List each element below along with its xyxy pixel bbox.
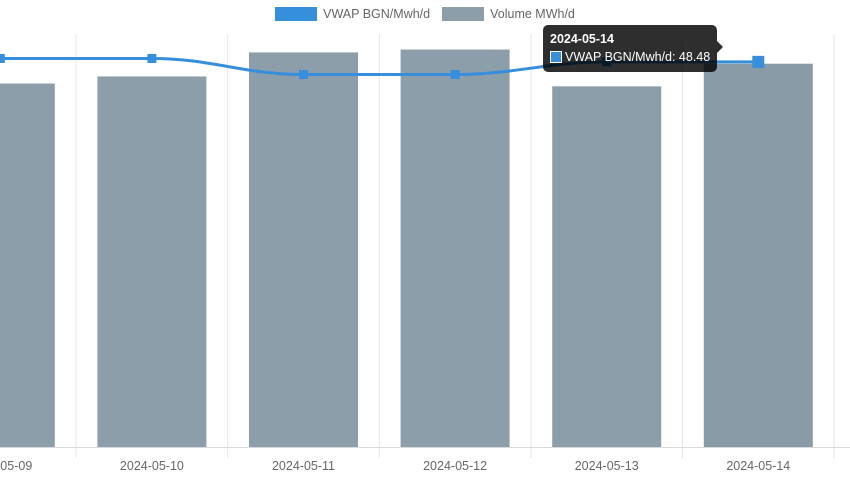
legend-label-vwap: VWAP BGN/Mwh/d [323,7,431,21]
legend-swatch-volume [442,7,485,21]
volume-bar[interactable] [97,76,207,447]
x-tick-label: 2024-05-10 [120,459,184,473]
vwap-point[interactable] [147,53,157,63]
volume-bar[interactable] [249,52,358,447]
tooltip-row: VWAP BGN/Mwh/d: 48.48 [550,48,710,66]
legend-item-volume[interactable]: Volume MWh/d [442,7,575,21]
x-tick-label: 2024-05-12 [423,459,487,473]
x-tick-label: 2024-05-09 [0,459,32,473]
vwap-point[interactable] [450,70,460,80]
tooltip-title: 2024-05-14 [550,32,614,46]
vwap-point[interactable] [299,70,308,80]
volume-bar[interactable] [0,83,55,448]
legend: VWAP BGN/Mwh/d Volume MWh/d [0,7,850,21]
legend-label-volume: Volume MWh/d [490,7,575,21]
vwap-point[interactable] [0,53,5,63]
vwap-point[interactable] [752,55,765,68]
volume-bar[interactable] [703,63,813,447]
x-tick-label: 2024-05-14 [726,459,790,473]
x-tick-label: 2024-05-11 [272,459,335,473]
x-axis-labels: 2024-05-09 2024-05-10 2024-05-11 2024-05-12… [0,459,790,473]
volume-bar[interactable] [552,86,662,448]
volume-bar[interactable] [400,49,510,447]
legend-item-vwap[interactable]: VWAP BGN/Mwh/d [275,7,430,21]
legend-swatch-vwap [275,7,318,21]
tooltip-caret [717,41,724,53]
tooltip-label: VWAP BGN/Mwh/d: 48.48 [565,50,711,64]
x-tick-label: 2024-05-13 [575,459,639,473]
tooltip-swatch [550,51,562,63]
grid [0,34,850,458]
volume-bars [0,49,813,448]
tooltip: 2024-05-14 VWAP BGN/Mwh/d: 48.48 [543,25,724,72]
